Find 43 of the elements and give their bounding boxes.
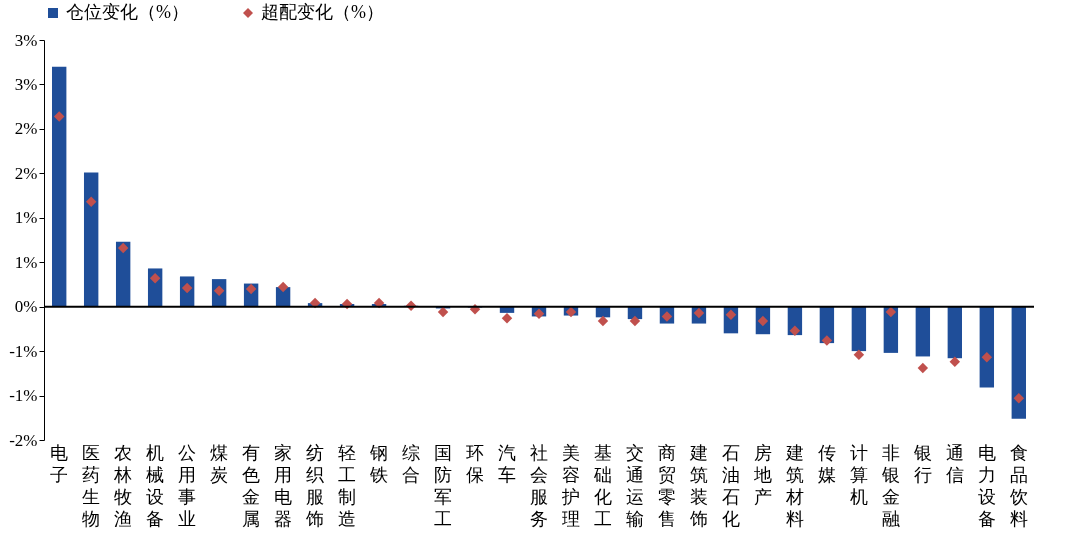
y-tick-label: 1%: [14, 208, 38, 228]
x-tick-label: 非银金融: [880, 442, 900, 529]
x-tick-label: 建筑装饰: [688, 442, 708, 529]
x-tick-label: 通信: [945, 442, 964, 485]
x-tick-label: 环保: [466, 442, 485, 485]
y-tick-label: -1%: [9, 341, 38, 361]
legend-label: 仓位变化（%）: [66, 2, 189, 22]
x-tick-label: 公用事业: [178, 442, 197, 529]
y-tick-label: 0%: [14, 297, 38, 317]
x-tick-label: 商贸零售: [657, 442, 676, 529]
x-tick-label: 钢铁: [369, 442, 389, 485]
x-tick-label: 房地产: [752, 442, 772, 507]
y-tick-label: -2%: [9, 430, 38, 450]
y-tick-label: 2%: [14, 163, 38, 183]
y-tick-label: 2%: [14, 119, 38, 139]
y-tick-label: 3%: [14, 30, 38, 50]
x-tick-label: 国防军工: [434, 442, 453, 529]
x-tick-label: 农林牧渔: [113, 442, 133, 529]
x-tick-label: 医药生物: [82, 442, 101, 529]
x-tick-label: 综合: [402, 442, 421, 485]
y-tick-label: 1%: [14, 252, 38, 272]
x-tick-label: 纺织服饰: [305, 442, 325, 529]
x-tick-label: 轻工制造: [338, 442, 357, 529]
x-tick-label: 社会服务: [530, 442, 548, 529]
x-tick-label: 交通运输: [625, 442, 644, 529]
x-tick-label: 电力设备: [977, 442, 996, 529]
y-tick-label: 3%: [14, 74, 38, 94]
x-tick-label: 家用电器: [274, 442, 293, 529]
x-tick-label: 食品饮料: [1008, 442, 1028, 529]
x-tick-label: 建筑材料: [784, 442, 804, 529]
x-tick-label: 石油石化: [721, 442, 740, 529]
x-tick-label: 机械设备: [146, 442, 165, 529]
x-tick-label: 美容护理: [560, 442, 580, 529]
x-tick-label: 基础化工: [592, 442, 612, 529]
y-tick-label: -1%: [9, 386, 38, 406]
x-tick-label: 电子: [50, 442, 69, 485]
x-tick-label: 银行: [912, 442, 932, 485]
x-tick-label: 计算机: [849, 442, 868, 507]
x-tick-label: 有色金属: [242, 442, 261, 529]
x-tick-label: 汽车: [498, 442, 517, 485]
x-tick-label: 传媒: [817, 442, 836, 485]
legend-label: 超配变化（%）: [261, 2, 384, 22]
x-tick-label: 煤炭: [210, 442, 229, 485]
